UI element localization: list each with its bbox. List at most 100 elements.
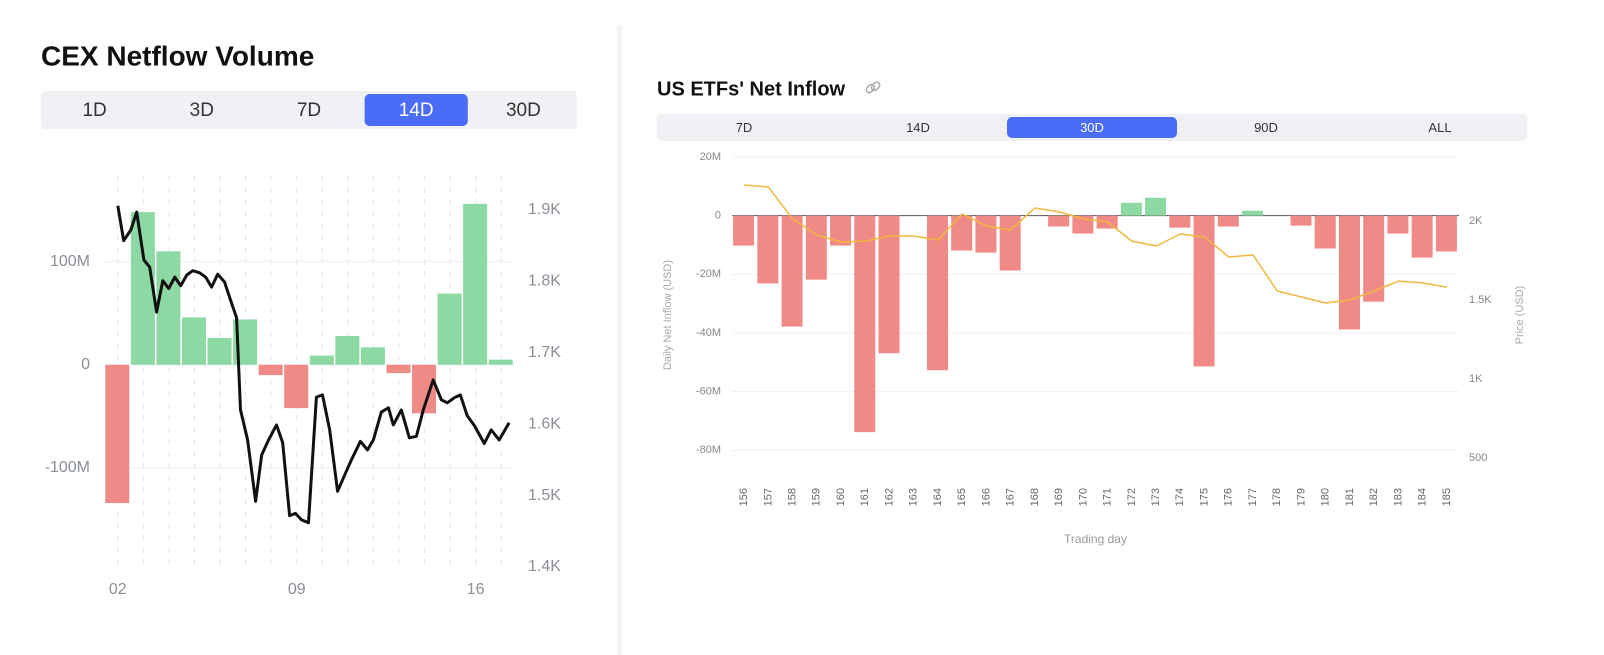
y-tick-label: 20M — [700, 151, 721, 163]
bar — [1363, 215, 1385, 302]
bar — [463, 203, 488, 365]
bar — [757, 215, 779, 284]
tab-label[interactable]: 30D — [1080, 120, 1104, 135]
bar — [207, 337, 232, 365]
tab-label[interactable]: 90D — [1254, 120, 1278, 135]
tab[interactable]: 14D — [364, 94, 468, 126]
x-tick-label: 163 — [908, 488, 920, 506]
bar — [360, 347, 385, 365]
tab-label[interactable]: 14D — [906, 120, 930, 135]
x-tick-label: 179 — [1295, 488, 1307, 506]
tab[interactable]: 7D — [297, 100, 321, 121]
y2-tick-label: 500 — [1469, 452, 1487, 464]
tab-label[interactable]: 3D — [190, 100, 214, 121]
price-line — [744, 184, 1448, 304]
bar — [1145, 197, 1167, 216]
y-axis-title: Daily Net Inflow (USD) — [662, 260, 674, 370]
x-tick-label: 171 — [1102, 488, 1114, 506]
x-tick-label: 172 — [1126, 488, 1138, 506]
tab[interactable]: 1D — [82, 100, 106, 121]
bar — [284, 364, 309, 409]
bar — [156, 251, 181, 365]
tab[interactable]: 30D — [506, 100, 541, 121]
bar — [1338, 215, 1360, 330]
y-tick-label: -80M — [696, 444, 721, 456]
x-tick-label: 177 — [1247, 488, 1259, 506]
y2-tick-label: 1.8K — [528, 273, 561, 290]
tab[interactable]: 3D — [190, 100, 214, 121]
y-tick-label: -40M — [696, 327, 721, 339]
y2-tick-label: 2K — [1469, 215, 1483, 227]
x-tick-label: 175 — [1198, 488, 1210, 506]
x-tick-label: 182 — [1368, 488, 1380, 506]
x-tick-label: 185 — [1441, 488, 1453, 506]
x-tick-label: 157 — [762, 488, 774, 506]
tab[interactable]: ALL — [1428, 120, 1451, 135]
bar — [488, 359, 513, 365]
bar — [781, 215, 803, 327]
bar — [854, 215, 876, 433]
x-tick-label: 168 — [1029, 488, 1041, 506]
x-tick-label: 170 — [1077, 488, 1089, 506]
tab[interactable]: 30D — [1007, 117, 1177, 138]
bar — [105, 364, 130, 504]
panel-divider — [617, 25, 622, 655]
x-tick-label: 173 — [1150, 488, 1162, 506]
bar — [1193, 215, 1215, 367]
chart-title: US ETFs' Net Inflow — [657, 78, 846, 100]
x-tick-label: 158 — [786, 488, 798, 506]
bar — [1314, 215, 1336, 249]
y-tick-label: -20M — [696, 268, 721, 280]
y2-tick-label: 1.6K — [528, 415, 561, 432]
x-tick-label: 167 — [1005, 488, 1017, 506]
y2-tick-label: 1K — [1469, 373, 1483, 385]
bar — [181, 317, 206, 365]
price-line — [116, 205, 511, 525]
y-tick-label: -60M — [696, 386, 721, 398]
bar — [309, 355, 334, 365]
tab-label[interactable]: 7D — [297, 100, 321, 121]
bar — [335, 335, 360, 365]
bar — [1411, 215, 1433, 258]
bar — [1120, 202, 1142, 216]
tab-label[interactable]: 30D — [506, 100, 541, 121]
bar — [1387, 215, 1409, 234]
bar — [386, 364, 411, 374]
x-tick-label: 159 — [811, 488, 823, 506]
tab-label[interactable]: ALL — [1428, 120, 1451, 135]
tab-label[interactable]: 14D — [399, 100, 434, 121]
x-tick-label: 176 — [1223, 488, 1235, 506]
y2-tick-label: 1.7K — [528, 344, 561, 361]
link-icon[interactable] — [865, 81, 881, 94]
bar — [733, 215, 755, 246]
x-tick-label: 160 — [835, 488, 847, 506]
y-tick-label: 100M — [50, 253, 90, 270]
tab-label[interactable]: 7D — [736, 120, 753, 135]
tab-label[interactable]: 1D — [82, 100, 106, 121]
chart-title: CEX Netflow Volume — [41, 40, 314, 71]
y2-tick-label: 1.9K — [528, 201, 561, 218]
x-tick-label: 181 — [1344, 488, 1356, 506]
x-tick-label: 09 — [288, 581, 306, 598]
bar — [951, 215, 973, 251]
tab[interactable]: 90D — [1254, 120, 1278, 135]
x-tick-label: 16 — [467, 581, 485, 598]
tab-selected — [1007, 117, 1177, 138]
tab[interactable]: 14D — [906, 120, 930, 135]
x-tick-label: 02 — [109, 581, 127, 598]
bar — [830, 215, 852, 246]
y2-tick-label: 1.5K — [528, 487, 561, 504]
bar — [1435, 215, 1457, 252]
x-tick-label: 166 — [980, 488, 992, 506]
tab-selected — [364, 94, 468, 126]
bar — [926, 215, 948, 371]
x-tick-label: 183 — [1392, 488, 1404, 506]
bar — [878, 215, 900, 354]
tab[interactable]: 7D — [736, 120, 753, 135]
x-axis-title: Trading day — [1064, 532, 1127, 546]
bar — [1169, 215, 1191, 228]
bar — [1290, 215, 1312, 226]
x-tick-label: 165 — [956, 488, 968, 506]
